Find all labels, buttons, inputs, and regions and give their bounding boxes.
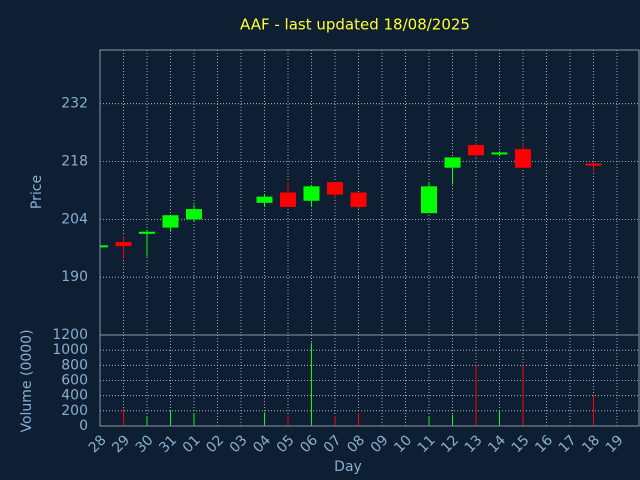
candle-body (350, 192, 367, 207)
x-tick-label: 16 (532, 432, 556, 456)
x-tick-label: 31 (156, 432, 180, 456)
candle-body (421, 186, 437, 214)
y-tick-label: 200 (61, 403, 88, 419)
candle-body (444, 157, 461, 168)
x-tick-label: 12 (438, 432, 462, 456)
x-tick-label: 28 (86, 432, 110, 456)
candle-body (139, 231, 155, 234)
y-axis-label: Price (29, 175, 45, 209)
candle-body (280, 192, 296, 207)
x-tick-label: 29 (109, 432, 133, 456)
y-tick-label: 1200 (52, 327, 88, 343)
volume-bars (123, 342, 594, 426)
candle-body (256, 196, 273, 203)
y-tick-label: 600 (61, 373, 88, 389)
x-tick-label: 13 (462, 432, 486, 456)
x-tick-label: 01 (180, 432, 204, 456)
candles (100, 142, 602, 259)
x-tick-label: 07 (321, 432, 345, 456)
y-tick-label: 232 (61, 96, 88, 112)
y-tick-label: 1000 (52, 342, 88, 358)
y-tick-label: 218 (61, 154, 88, 170)
candle-body (515, 149, 531, 168)
grid (99, 50, 640, 427)
y-tick-label: 800 (61, 357, 88, 373)
x-tick-label: 05 (274, 432, 298, 456)
x-tick-label: 10 (391, 432, 415, 456)
x-tick-label: 19 (603, 432, 627, 456)
candle-body (303, 186, 320, 201)
y-tick-label: 204 (61, 211, 88, 227)
x-tick-label: 17 (556, 432, 580, 456)
volume-frame (99, 334, 640, 427)
candle-body (162, 215, 179, 228)
x-tick-label: 04 (250, 432, 274, 456)
x-tick-label: 14 (485, 432, 509, 456)
x-tick-label: 08 (344, 432, 368, 456)
candle-body (100, 245, 108, 248)
x-tick-label: 06 (297, 432, 321, 456)
x-tick-label: 09 (368, 432, 392, 456)
candle-body (115, 242, 132, 247)
y-tick-label: 190 (61, 269, 88, 285)
y-axis-label: Volume (0000) (19, 329, 35, 432)
y-tick-label: 0 (79, 418, 88, 434)
price-frame (99, 49, 640, 336)
x-axis-label: Day (334, 459, 362, 475)
x-tick-label: 11 (415, 432, 439, 456)
candle-body (491, 152, 508, 155)
x-tick-label: 02 (203, 432, 227, 456)
candle-body (186, 209, 202, 220)
y-tick-label: 400 (61, 388, 88, 404)
x-tick-label: 15 (509, 432, 533, 456)
x-tick-label: 18 (579, 432, 603, 456)
x-tick-label: 30 (133, 432, 157, 456)
x-tick-label: 03 (227, 432, 251, 456)
candle-body (327, 182, 343, 195)
candle-body (468, 145, 484, 156)
candle-body (585, 163, 602, 166)
chart-title: AAF - last updated 18/08/2025 (240, 16, 470, 34)
